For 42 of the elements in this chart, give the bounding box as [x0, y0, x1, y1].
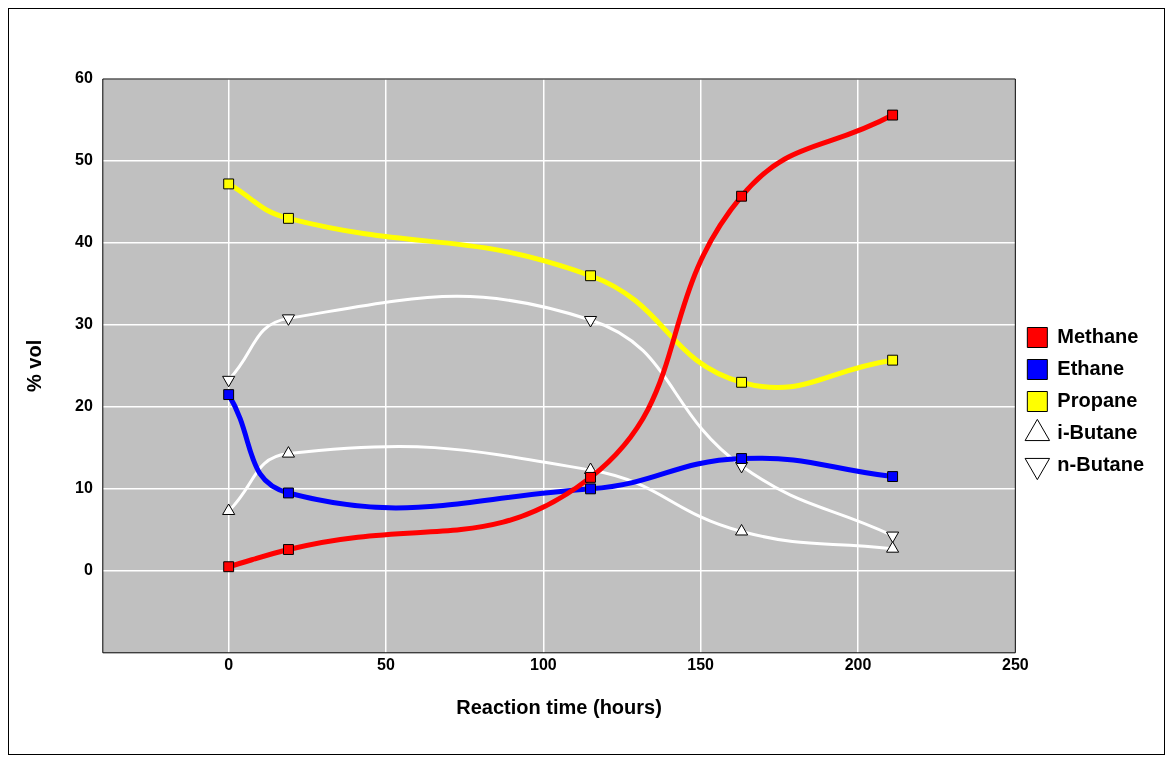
point: [585, 483, 596, 495]
point: [887, 354, 899, 366]
point: [736, 190, 748, 202]
point: [585, 270, 596, 282]
legend-label: Ethane: [1057, 357, 1125, 380]
point: [283, 212, 294, 224]
y-tick-label: 60: [75, 69, 93, 87]
x-tick-label: 0: [224, 655, 234, 673]
point: [283, 487, 294, 499]
y-tick-label: 20: [75, 397, 93, 415]
point: [887, 109, 899, 121]
x-axis-title: Reaction time (hours): [456, 695, 662, 718]
legend-label: i-Butane: [1057, 421, 1138, 444]
point: [222, 503, 236, 515]
point: [223, 178, 235, 190]
legend-label: Propane: [1057, 389, 1138, 412]
x-tick-label: 150: [687, 655, 715, 673]
y-tick-label: 50: [75, 151, 93, 169]
point: [886, 541, 900, 553]
y-tick-label: 40: [75, 233, 93, 251]
x-tick-label: 200: [844, 655, 872, 673]
y-axis-title: % vol: [22, 339, 45, 393]
x-tick-label: 250: [1001, 655, 1029, 673]
point: [585, 471, 596, 483]
point: [281, 314, 296, 326]
point: [887, 471, 899, 483]
point: [283, 544, 294, 555]
point: [281, 446, 296, 458]
x-tick-label: 50: [377, 655, 395, 673]
point: [583, 316, 598, 328]
y-tick-label: 30: [75, 315, 93, 333]
point: [222, 375, 236, 388]
point: [736, 376, 748, 388]
x-tick-label: 100: [529, 655, 557, 673]
point: [223, 561, 235, 573]
legend-label: Methane: [1057, 325, 1139, 348]
point: [223, 389, 235, 401]
legend-label: n-Butane: [1057, 453, 1145, 476]
point: [735, 523, 749, 536]
y-tick-label: 10: [75, 479, 93, 497]
y-tick-label: 0: [83, 561, 93, 579]
point: [736, 453, 748, 464]
